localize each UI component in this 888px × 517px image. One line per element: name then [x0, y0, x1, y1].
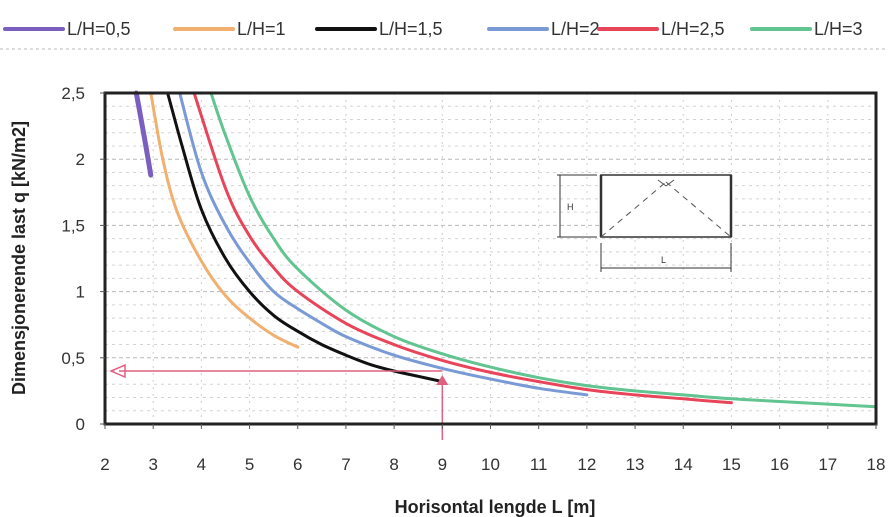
legend-label-1: L/H=0,5 — [67, 19, 131, 39]
annotation-arrow-up — [436, 375, 449, 386]
plot-area — [105, 93, 876, 424]
series-line-5 — [192, 91, 733, 405]
inset-frame — [600, 174, 732, 238]
inset-roof-right — [665, 181, 732, 238]
inset-apex-left — [657, 179, 667, 187]
x-tick-label: 17 — [818, 455, 837, 474]
x-tick-label: 14 — [674, 455, 693, 474]
x-tick-label: 10 — [481, 455, 500, 474]
reading-annotation — [109, 363, 449, 440]
x-tick-label: 13 — [626, 455, 645, 474]
y-axis-ticks: 0 0,5 1 1,5 2 2,5 — [61, 84, 105, 434]
y-tick-label: 0,5 — [61, 349, 85, 368]
x-tick-label: 6 — [293, 455, 302, 474]
inset-roof-left — [600, 181, 667, 238]
legend-label-4: L/H=2 — [551, 19, 600, 39]
series-line-1 — [133, 90, 154, 178]
x-tick-label: 7 — [341, 455, 350, 474]
legend-label-2: L/H=1 — [237, 19, 286, 39]
series-line-6 — [209, 91, 878, 409]
inset-length-label: L — [661, 255, 666, 265]
x-tick-label: 12 — [577, 455, 596, 474]
annotation-arrow-left — [109, 363, 126, 379]
x-axis-title: Horisontal lengde L [m] — [395, 497, 596, 517]
x-tick-label: 3 — [148, 455, 157, 474]
y-tick-label: 1 — [76, 283, 85, 302]
inset-diagram: H L — [557, 174, 733, 272]
legend-label-5: L/H=2,5 — [661, 19, 725, 39]
x-axis-ticks: 2 3 4 5 6 7 8 9 10 11 12 13 14 15 16 17 18 — [100, 424, 885, 474]
inset-height-label: H — [567, 202, 574, 212]
x-tick-label: 4 — [197, 455, 206, 474]
legend-label-6: L/H=3 — [814, 19, 863, 39]
y-axis-title: Dimensjonerende last q [kN/m2] — [9, 121, 29, 395]
x-tick-label: 2 — [100, 455, 109, 474]
y-tick-label: 2 — [76, 150, 85, 169]
grid — [105, 93, 876, 424]
legend-label-3: L/H=1,5 — [379, 19, 443, 39]
legend: L/H=0,5 L/H=1 L/H=1,5 L/H=2 L/H=2,5 L/H=3 — [3, 19, 863, 39]
x-tick-label: 9 — [438, 455, 447, 474]
series-line-4 — [178, 91, 589, 397]
x-tick-label: 16 — [770, 455, 789, 474]
y-tick-label: 2,5 — [61, 84, 85, 103]
y-tick-label: 1,5 — [61, 216, 85, 235]
x-tick-label: 15 — [722, 455, 741, 474]
x-tick-label: 18 — [867, 455, 886, 474]
inset-apex-right — [665, 179, 675, 187]
x-tick-label: 11 — [530, 455, 548, 474]
y-tick-label: 0 — [76, 415, 85, 434]
series-line-2 — [149, 91, 300, 349]
x-tick-label: 8 — [389, 455, 398, 474]
x-tick-label: 5 — [245, 455, 254, 474]
